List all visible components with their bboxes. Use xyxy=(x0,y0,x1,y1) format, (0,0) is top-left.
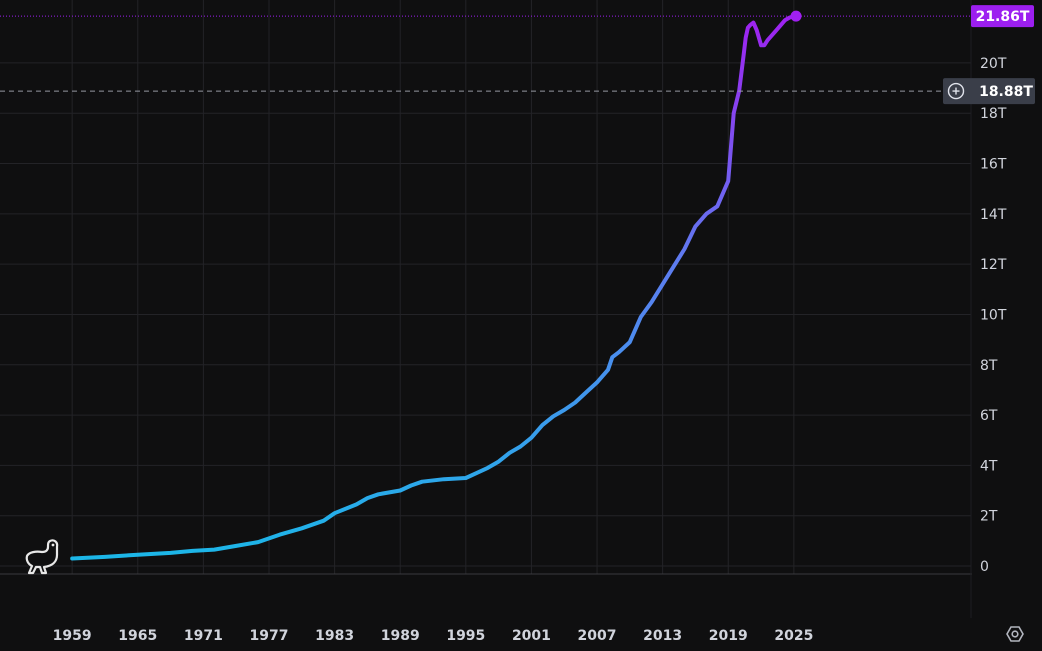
plus-circle-icon[interactable] xyxy=(947,82,965,100)
y-axis[interactable]: 0 2T 4T 6T 8T 10T 12T 14T 16T 18T 20T xyxy=(980,56,1007,575)
last-point-marker xyxy=(790,10,802,22)
y-tick-label: 4T xyxy=(980,458,998,474)
y-tick-label: 18T xyxy=(980,106,1007,122)
y-tick-label: 10T xyxy=(980,307,1007,323)
x-axis[interactable]: 1959 1965 1971 1977 1983 1989 1995 2001 2007 2013… xyxy=(53,628,814,644)
x-tick-label: 1959 xyxy=(53,628,92,644)
series-line xyxy=(70,14,798,561)
x-tick-label: 1983 xyxy=(315,628,354,644)
y-tick-label: 14T xyxy=(980,207,1007,223)
y-tick-label: 8T xyxy=(980,358,998,374)
y-tick-label: 0 xyxy=(980,559,989,575)
x-tick-label: 1971 xyxy=(184,628,223,644)
dinosaur-logo-icon[interactable] xyxy=(25,539,59,575)
y-tick-label: 16T xyxy=(980,157,1007,173)
x-tick-label: 2001 xyxy=(512,628,551,644)
x-tick-label: 2013 xyxy=(643,628,682,644)
x-tick-label: 1965 xyxy=(118,628,157,644)
y-tick-label: 2T xyxy=(980,509,998,525)
series-layer xyxy=(70,10,802,561)
x-tick-label: 2019 xyxy=(709,628,748,644)
overlay: 21.86T 18.88T xyxy=(0,5,1035,105)
crosshair-value-label: 18.88T xyxy=(979,84,1033,100)
x-tick-label: 2025 xyxy=(774,628,813,644)
settings-gear-icon[interactable] xyxy=(1006,626,1024,642)
y-tick-label: 12T xyxy=(980,257,1007,273)
last-value-label: 21.86T xyxy=(976,9,1030,25)
x-tick-label: 2007 xyxy=(578,628,617,644)
y-tick-label: 20T xyxy=(980,56,1007,72)
crosshair-badge[interactable] xyxy=(943,78,1035,105)
x-tick-label: 1995 xyxy=(446,628,485,644)
x-tick-label: 1989 xyxy=(381,628,420,644)
grid xyxy=(0,0,971,574)
last-value-badge xyxy=(971,5,1034,28)
x-tick-label: 1977 xyxy=(250,628,289,644)
y-tick-label: 6T xyxy=(980,408,998,424)
